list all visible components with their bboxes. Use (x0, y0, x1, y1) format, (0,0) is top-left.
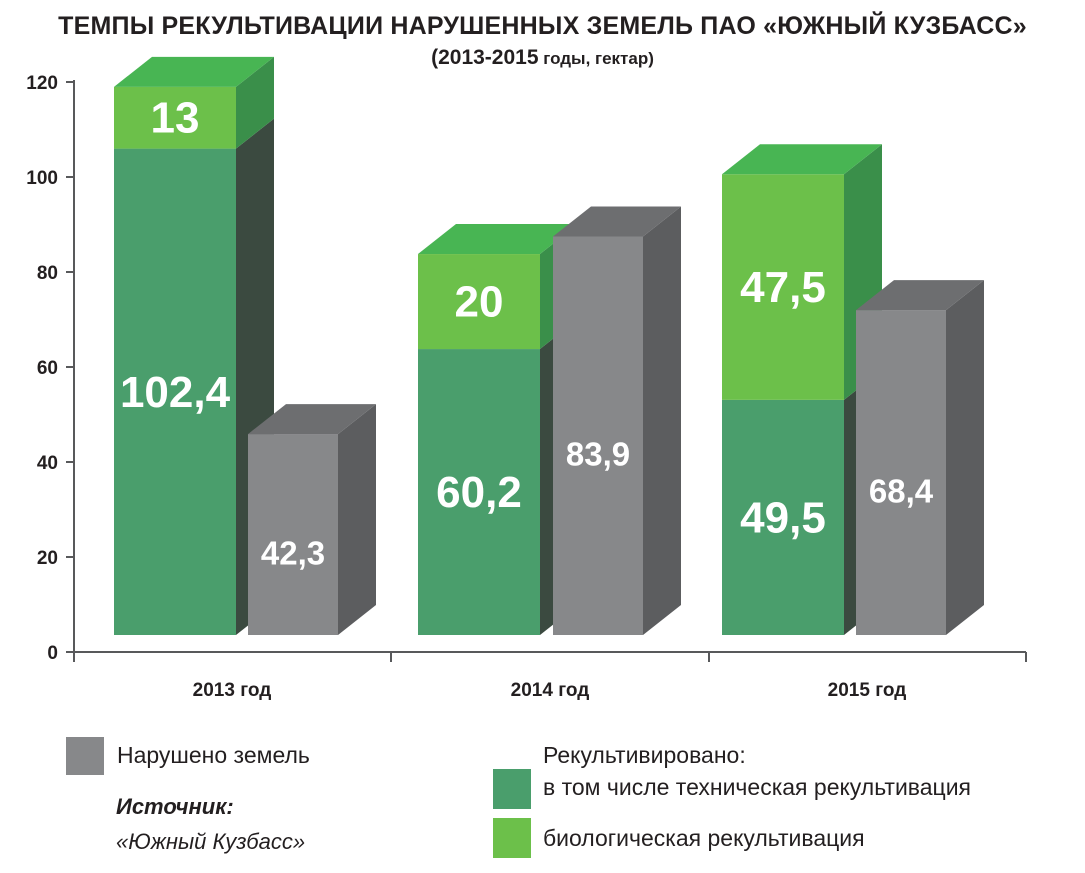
bar-disturbed-side (946, 280, 984, 635)
legend-swatch-biological (493, 818, 531, 858)
bar-biological-top (114, 56, 274, 87)
source-text: «Южный Кузбасс» (116, 829, 306, 854)
data-label-technical: 102,4 (120, 368, 231, 417)
legend-header-reclaimed: Рекультивировано: (543, 742, 746, 768)
bar-disturbed-side (643, 206, 681, 635)
bar-disturbed-top (248, 404, 376, 435)
bar-technical-front (114, 148, 236, 635)
bar-disturbed-side (338, 404, 376, 635)
chart-title: ТЕМПЫ РЕКУЛЬТИВАЦИИ НАРУШЕННЫХ ЗЕМЕЛЬ ПА… (58, 12, 1027, 40)
legend-label-disturbed: Нарушено земель (117, 742, 310, 768)
x-tick-label: 2014 год (511, 680, 590, 701)
bar-chart: 0 20 40 60 80 100 120 2013 год 2014 год 2015 год 1… (26, 56, 1027, 701)
y-tick-label: 100 (26, 168, 58, 189)
y-tick-label: 40 (37, 453, 58, 474)
data-label-biological: 13 (151, 94, 200, 143)
legend-swatch-disturbed (66, 737, 104, 775)
legend-label-technical: в том числе техническая рекультивация (543, 774, 972, 800)
bar-disturbed-front (553, 236, 643, 635)
bar-biological-front (722, 174, 844, 400)
legend-swatch-technical (493, 769, 531, 809)
bar-disturbed-top (856, 280, 984, 311)
x-tick-label: 2013 год (193, 680, 272, 701)
bar-biological-front (114, 86, 236, 149)
source-label: Источник: (116, 794, 234, 819)
bar-technical-front (722, 399, 844, 635)
data-label-technical: 60,2 (436, 468, 522, 517)
y-tick-label: 60 (37, 358, 58, 379)
data-label-disturbed: 68,4 (869, 473, 934, 510)
bar-biological-top (418, 224, 578, 255)
bar-technical-front (418, 349, 540, 635)
data-label-biological: 47,5 (740, 263, 826, 312)
legend-label-biological: биологическая рекультивация (543, 825, 865, 851)
y-tick-label: 20 (37, 548, 58, 569)
data-label-disturbed: 83,9 (566, 436, 630, 473)
chart-subtitle: (2013-2015 годы, гектар) (431, 46, 654, 69)
y-tick-label: 0 (47, 643, 58, 664)
data-label-technical: 49,5 (740, 493, 826, 542)
bar-biological-front (418, 254, 540, 350)
data-label-disturbed: 42,3 (261, 535, 325, 572)
y-tick-label: 80 (37, 263, 58, 284)
data-label-biological: 20 (455, 278, 504, 327)
x-tick-label: 2015 год (828, 680, 907, 701)
bar-biological-top (722, 144, 882, 175)
bar-disturbed-front (248, 434, 338, 635)
bar-disturbed-front (856, 310, 946, 635)
bar-biological-side (236, 56, 274, 149)
bar-disturbed-top (553, 206, 681, 237)
y-tick-label: 120 (26, 73, 58, 94)
